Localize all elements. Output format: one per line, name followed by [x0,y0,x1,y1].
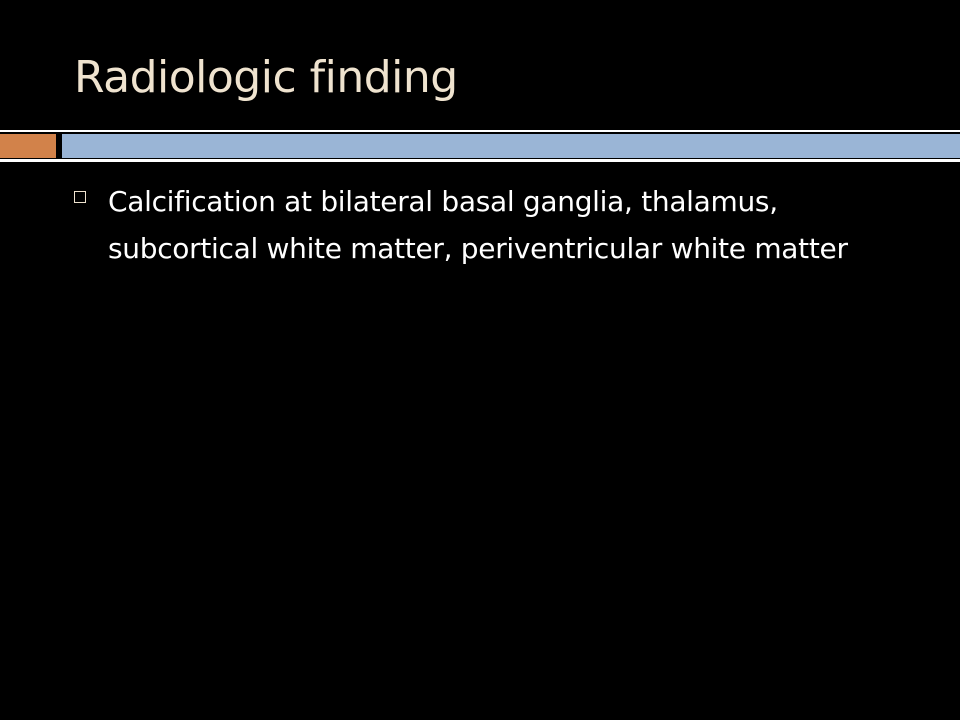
divider-bottom-line [0,159,960,162]
slide-title: Radiologic finding [74,52,458,103]
divider-top-line [0,130,960,132]
bullet-text: Calcification at bilateral basal ganglia… [108,185,848,265]
divider-accent-orange [0,134,56,158]
square-bullet-icon [74,191,86,203]
divider-accent-blue [62,134,960,158]
